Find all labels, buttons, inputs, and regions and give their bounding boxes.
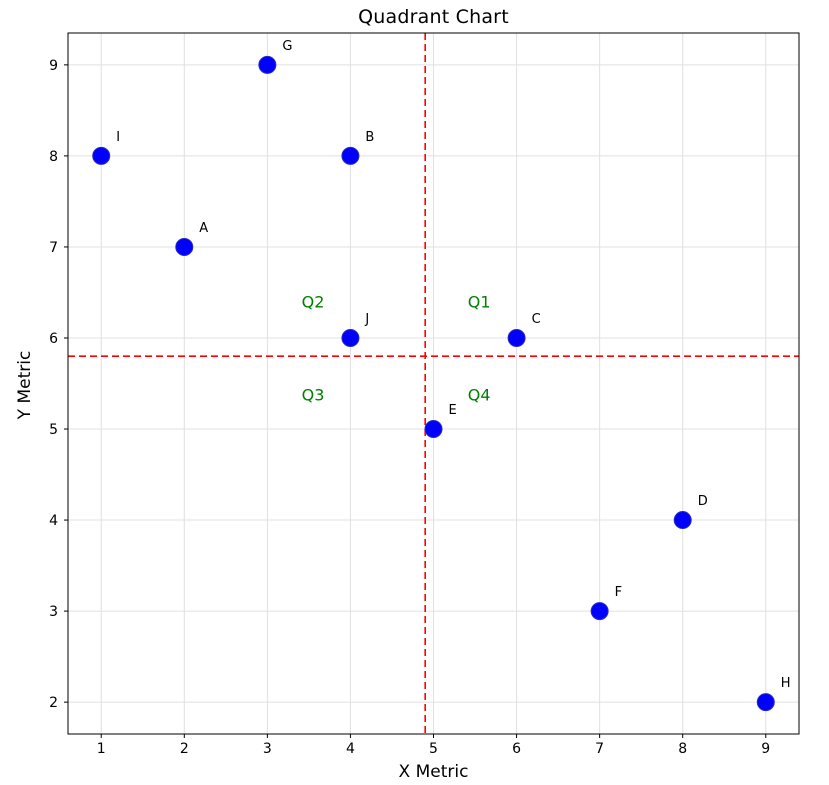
quadrant-label-q3: Q3 xyxy=(302,385,325,404)
x-tick-label: 8 xyxy=(678,741,687,757)
x-tick-label: 3 xyxy=(263,741,272,757)
y-axis-label: Y Metric xyxy=(15,350,35,420)
point-label-g: G xyxy=(282,39,292,54)
y-tick-label: 9 xyxy=(49,58,58,74)
data-point-a xyxy=(175,237,194,256)
point-label-c: C xyxy=(532,312,541,327)
point-label-i: I xyxy=(116,130,120,145)
x-tick-label: 7 xyxy=(595,741,604,757)
point-label-f: F xyxy=(615,585,622,600)
x-tick-label: 4 xyxy=(346,741,355,757)
y-tick-label: 3 xyxy=(49,604,58,620)
data-point-g xyxy=(258,55,277,74)
point-label-h: H xyxy=(781,676,791,691)
y-tick-label: 7 xyxy=(49,240,58,256)
data-point-h xyxy=(756,693,775,712)
point-label-a: A xyxy=(199,221,208,236)
quadrant-label-q1: Q1 xyxy=(468,293,491,312)
y-tick-label: 5 xyxy=(49,422,58,438)
quadrant-label-q4: Q4 xyxy=(468,385,491,404)
data-point-b xyxy=(341,146,360,165)
y-tick-label: 8 xyxy=(49,149,58,165)
data-point-i xyxy=(92,146,111,165)
y-tick-label: 6 xyxy=(49,331,58,347)
point-label-j: J xyxy=(364,312,369,327)
quadrant-label-q2: Q2 xyxy=(302,293,325,312)
x-tick-label: 1 xyxy=(97,741,106,757)
x-tick-label: 2 xyxy=(180,741,189,757)
x-tick-label: 9 xyxy=(761,741,770,757)
data-point-j xyxy=(341,328,360,347)
data-point-f xyxy=(590,602,609,621)
x-axis-label: X Metric xyxy=(398,762,469,782)
point-label-b: B xyxy=(365,130,374,145)
x-tick-label: 5 xyxy=(429,741,438,757)
point-label-e: E xyxy=(449,403,457,418)
data-point-d xyxy=(673,511,692,530)
data-point-c xyxy=(507,328,526,347)
chart-title: Quadrant Chart xyxy=(358,6,509,28)
x-tick-label: 6 xyxy=(512,741,521,757)
y-tick-label: 4 xyxy=(49,513,58,529)
y-tick-label: 2 xyxy=(49,695,58,711)
point-label-d: D xyxy=(698,494,708,509)
data-point-e xyxy=(424,420,443,439)
